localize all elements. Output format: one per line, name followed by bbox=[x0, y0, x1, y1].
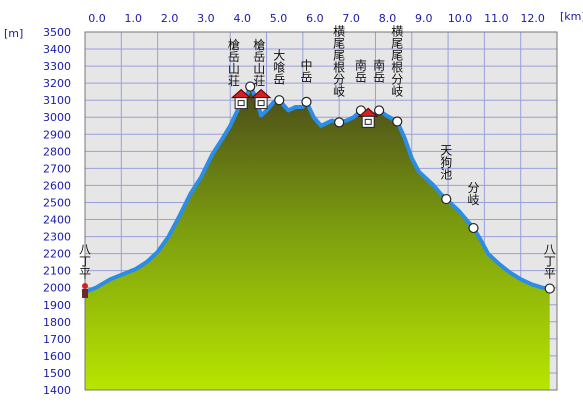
y-tick-label: 1700 bbox=[43, 333, 71, 346]
x-tick-label: 4.0 bbox=[233, 12, 251, 25]
hut-window bbox=[364, 118, 372, 125]
elevation-area bbox=[85, 86, 550, 390]
x-tick-label: 9.0 bbox=[415, 12, 433, 25]
y-tick-label: 2300 bbox=[43, 231, 71, 244]
waypoint-label: 分岐 bbox=[467, 181, 479, 207]
x-tick-label: 11.0 bbox=[484, 12, 509, 25]
y-tick-label: 2400 bbox=[43, 214, 71, 227]
hut-body bbox=[234, 97, 248, 110]
hut-window bbox=[237, 100, 245, 107]
y-tick-label: 2500 bbox=[43, 196, 71, 209]
waypoint-label: 南岳 bbox=[373, 58, 385, 85]
y-axis-unit: [m] bbox=[4, 27, 23, 40]
waypoint-point-marker bbox=[544, 283, 555, 294]
x-tick-labels: 0.0 1.0 2.0 3.0 4.0 5.0 6.0 7.0 8.0 9.0 10.0 11.0 12… bbox=[88, 12, 545, 25]
waypoint-point-marker bbox=[245, 81, 256, 92]
waypoint-markers bbox=[82, 81, 555, 298]
x-tick-label: 10.0 bbox=[448, 12, 473, 25]
x-tick-label: 6.0 bbox=[306, 12, 324, 25]
person-body bbox=[82, 288, 88, 298]
x-tick-label: 7.0 bbox=[342, 12, 360, 25]
x-tick-label: 8.0 bbox=[379, 12, 397, 25]
x-tick-label: 3.0 bbox=[197, 12, 215, 25]
waypoint-label: 大喰岳 bbox=[273, 48, 285, 86]
waypoint-point-marker bbox=[274, 95, 285, 106]
hut-icon bbox=[230, 88, 252, 110]
waypoint-point-marker bbox=[301, 96, 312, 107]
y-tick-label: 2600 bbox=[43, 179, 71, 192]
waypoint-point-marker bbox=[441, 193, 452, 205]
waypoint-point-marker bbox=[373, 105, 385, 116]
waypoint-point-marker bbox=[468, 222, 479, 234]
elevation-line bbox=[84, 84, 550, 294]
x-axis-unit: [km] bbox=[560, 10, 583, 23]
y-tick-label: 1500 bbox=[43, 367, 71, 380]
y-tick-label: 1600 bbox=[43, 350, 71, 363]
x-tick-label: 5.0 bbox=[270, 12, 288, 25]
x-tick-label: 1.0 bbox=[125, 12, 143, 25]
waypoint-label: 槍岳山荘 bbox=[253, 37, 265, 88]
waypoint-point-marker bbox=[392, 116, 403, 127]
waypoint-label: 八丁平 bbox=[544, 243, 556, 281]
y-tick-label: 3200 bbox=[43, 77, 71, 90]
waypoint-label: 南岳 bbox=[355, 58, 367, 85]
y-tick-label: 3500 bbox=[43, 26, 71, 39]
waypoint-label: 中岳 bbox=[300, 58, 312, 85]
hut-body bbox=[254, 97, 268, 110]
waypoint-label: 横尾尾根分岐 bbox=[391, 24, 403, 98]
person-head bbox=[82, 282, 88, 289]
y-tick-label: 3400 bbox=[43, 43, 71, 56]
person-icon bbox=[82, 282, 88, 298]
x-tick-label: 0.0 bbox=[88, 12, 106, 25]
waypoint-label: 天狗池 bbox=[440, 144, 452, 182]
x-tick-label: 12.0 bbox=[520, 12, 545, 25]
hut-body bbox=[361, 115, 375, 128]
y-tick-label: 2100 bbox=[43, 265, 71, 278]
plot-frame bbox=[84, 31, 558, 391]
y-tick-label: 1900 bbox=[43, 299, 71, 312]
y-tick-label: 2900 bbox=[43, 128, 71, 141]
hut-icon bbox=[357, 107, 379, 128]
y-tick-label: 2700 bbox=[43, 162, 71, 175]
y-tick-label: 2000 bbox=[43, 282, 71, 295]
y-tick-label: 1800 bbox=[43, 316, 71, 329]
y-tick-label: 2800 bbox=[43, 145, 71, 158]
waypoint-label: 横尾尾根分岐 bbox=[333, 24, 345, 98]
x-tick-label: 2.0 bbox=[161, 12, 179, 25]
y-tick-label: 3000 bbox=[43, 111, 71, 124]
waypoint-label: 槍岳山荘 bbox=[228, 37, 240, 88]
y-tick-labels: 3500 3400 3300 3200 3100 3000 2900 2800 2700 2600… bbox=[43, 26, 71, 397]
y-tick-label: 2200 bbox=[43, 248, 71, 261]
waypoint-label: 八丁平 bbox=[79, 243, 91, 281]
y-tick-label: 3100 bbox=[43, 94, 71, 107]
y-tick-label: 1400 bbox=[43, 384, 71, 397]
y-tick-label: 3300 bbox=[43, 60, 71, 73]
waypoint-point-marker bbox=[334, 117, 345, 128]
hut-icon bbox=[250, 88, 272, 110]
hut-window bbox=[257, 100, 265, 107]
